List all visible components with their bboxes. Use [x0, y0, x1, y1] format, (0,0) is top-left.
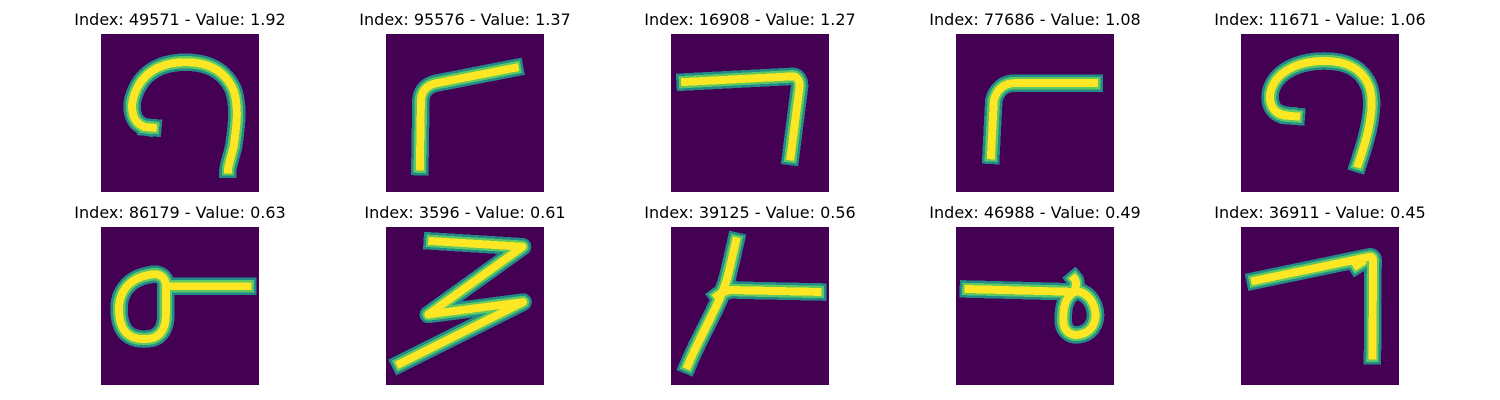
panel-2: Index: 95576 - Value: 1.37 [335, 0, 595, 192]
stroke-layer-3 [964, 273, 1100, 339]
handwritten-stroke [410, 57, 525, 176]
stroke-layer-3 [415, 63, 520, 171]
stroke-layer-3 [1284, 111, 1301, 121]
panel-5: Index: 11671 - Value: 1.06 [1190, 0, 1450, 192]
stroke-layer-3 [682, 236, 741, 371]
panel-3: Index: 16908 - Value: 1.27 [620, 0, 880, 192]
digit-image [386, 34, 544, 192]
handwritten-stroke [675, 67, 809, 167]
stroke-layer-3 [711, 285, 822, 302]
panel-title: Index: 95576 - Value: 1.37 [359, 10, 571, 29]
stroke-layer-3 [115, 270, 252, 343]
stroke-layer-3 [986, 79, 1099, 160]
digit-image [956, 34, 1114, 192]
digit-image [671, 227, 829, 385]
panel-title: Index: 16908 - Value: 1.27 [644, 10, 856, 29]
digit-image [956, 227, 1114, 385]
panel-title: Index: 49571 - Value: 1.92 [74, 10, 286, 29]
panel-title: Index: 39125 - Value: 0.56 [644, 203, 856, 222]
stroke-layer-3 [394, 236, 528, 369]
digit-image [101, 227, 259, 385]
panel-8: Index: 39125 - Value: 0.56 [620, 193, 880, 385]
panel-6: Index: 86179 - Value: 0.63 [50, 193, 310, 385]
digit-image [1241, 227, 1399, 385]
handwritten-stroke [110, 265, 257, 348]
handwritten-stroke [676, 230, 827, 377]
stroke-layer-3 [128, 58, 241, 174]
digit-image [101, 34, 259, 192]
stroke-layer-3 [680, 72, 804, 161]
digit-image [671, 34, 829, 192]
panel-9: Index: 46988 - Value: 0.49 [905, 193, 1165, 385]
digit-image [1241, 34, 1399, 192]
handwritten-stroke [123, 53, 246, 179]
panel-4: Index: 77686 - Value: 1.08 [905, 0, 1165, 192]
panel-title: Index: 11671 - Value: 1.06 [1214, 10, 1426, 29]
stroke-layer-3 [141, 122, 158, 132]
panel-title: Index: 77686 - Value: 1.08 [929, 10, 1141, 29]
digit-image [386, 227, 544, 385]
stroke-layer-3 [1266, 57, 1376, 169]
panel-title: Index: 36911 - Value: 0.45 [1214, 203, 1426, 222]
panel-10: Index: 36911 - Value: 0.45 [1190, 193, 1450, 385]
stroke-layer-3 [1351, 257, 1367, 271]
handwritten-stroke [981, 74, 1103, 165]
stroke-layer-3 [1250, 252, 1378, 360]
handwritten-stroke [959, 266, 1105, 344]
handwritten-stroke [388, 231, 532, 376]
handwritten-stroke [1261, 52, 1381, 175]
panel-title: Index: 86179 - Value: 0.63 [74, 203, 286, 222]
handwritten-stroke [1244, 248, 1382, 365]
panel-7: Index: 3596 - Value: 0.61 [335, 193, 595, 385]
panel-title: Index: 3596 - Value: 0.61 [364, 203, 566, 222]
panel-1: Index: 49571 - Value: 1.92 [50, 0, 310, 192]
panel-title: Index: 46988 - Value: 0.49 [929, 203, 1141, 222]
